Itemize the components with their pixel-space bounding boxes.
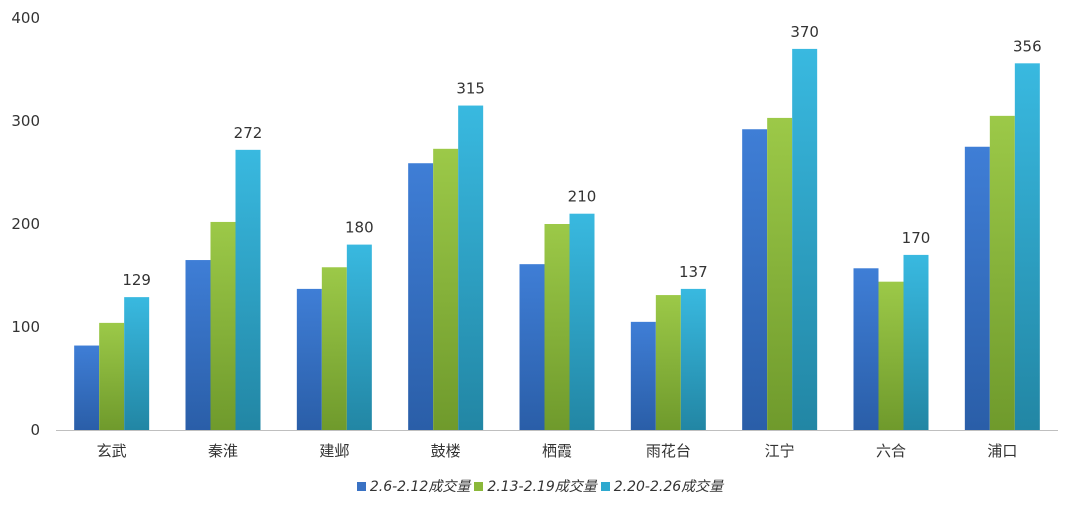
data-label: 210 xyxy=(568,188,597,206)
bar xyxy=(630,321,656,430)
data-label: 370 xyxy=(790,23,819,41)
bar xyxy=(655,295,681,430)
data-label: 170 xyxy=(902,229,931,247)
bar xyxy=(458,105,484,431)
x-tick-label: 浦口 xyxy=(987,442,1017,460)
y-axis: 0 100 200 300 400 xyxy=(11,9,40,439)
data-label: 129 xyxy=(122,271,151,289)
legend-swatch xyxy=(356,481,366,491)
data-label: 356 xyxy=(1013,37,1042,55)
x-tick-label: 鼓楼 xyxy=(431,442,461,460)
legend-item-series-2: 2.13-2.19成交量 xyxy=(474,476,597,496)
bar xyxy=(408,163,434,431)
bar xyxy=(99,322,125,430)
y-tick-label: 300 xyxy=(11,112,40,130)
data-labels: 129 272 180 315 210 137 370 170 356 xyxy=(122,23,1041,289)
bar xyxy=(124,297,150,430)
bar xyxy=(1014,63,1040,430)
legend-item-series-3: 2.20-2.26成交量 xyxy=(600,476,724,496)
bar xyxy=(853,268,879,430)
y-tick-label: 100 xyxy=(11,318,40,336)
bar xyxy=(210,221,236,430)
x-axis: 玄武 秦淮 建邺 鼓楼 栖霞 雨花台 江宁 六合 浦口 xyxy=(97,442,1018,460)
data-label: 180 xyxy=(345,219,374,237)
y-tick-label: 200 xyxy=(11,215,40,233)
x-tick-label: 雨花台 xyxy=(646,442,691,460)
legend-label: 2.20-2.26成交量 xyxy=(613,479,724,495)
data-label: 272 xyxy=(234,124,263,142)
x-tick-label: 江宁 xyxy=(765,442,795,460)
bars xyxy=(74,48,1040,431)
bar xyxy=(296,288,322,430)
legend-swatch xyxy=(474,481,484,491)
bar xyxy=(74,345,100,430)
x-tick-label: 六合 xyxy=(876,442,906,460)
legend: 2.6-2.12成交量 2.13-2.19成交量 2.20-2.26成交量 xyxy=(0,476,1080,496)
legend-label: 2.13-2.19成交量 xyxy=(487,479,597,495)
bar xyxy=(346,244,372,430)
bar xyxy=(235,149,261,430)
x-tick-label: 建邺 xyxy=(319,442,349,460)
bar xyxy=(964,146,990,430)
y-tick-label: 400 xyxy=(11,9,40,27)
legend-label: 2.6-2.12成交量 xyxy=(369,479,471,495)
legend-swatch xyxy=(600,481,610,491)
x-tick-label: 秦淮 xyxy=(208,442,238,460)
data-label: 315 xyxy=(456,80,485,98)
bar xyxy=(519,264,545,430)
x-tick-label: 玄武 xyxy=(97,442,127,460)
bar xyxy=(767,117,793,430)
bar xyxy=(185,260,211,430)
y-tick-label: 0 xyxy=(30,421,40,439)
legend-item-series-1: 2.6-2.12成交量 xyxy=(356,476,471,496)
bar xyxy=(680,288,706,430)
bar xyxy=(878,281,904,430)
bar xyxy=(989,115,1015,430)
bar xyxy=(544,224,570,430)
bar-chart: 0 100 200 300 400 129 272 180 315 210 137 370 170 35… xyxy=(11,9,1058,460)
bar xyxy=(569,213,595,430)
bar xyxy=(742,129,768,431)
bar xyxy=(321,267,347,430)
x-tick-label: 栖霞 xyxy=(542,442,572,460)
data-label: 137 xyxy=(679,263,708,281)
bar xyxy=(903,254,929,430)
bar xyxy=(792,48,818,431)
bar xyxy=(433,148,459,430)
